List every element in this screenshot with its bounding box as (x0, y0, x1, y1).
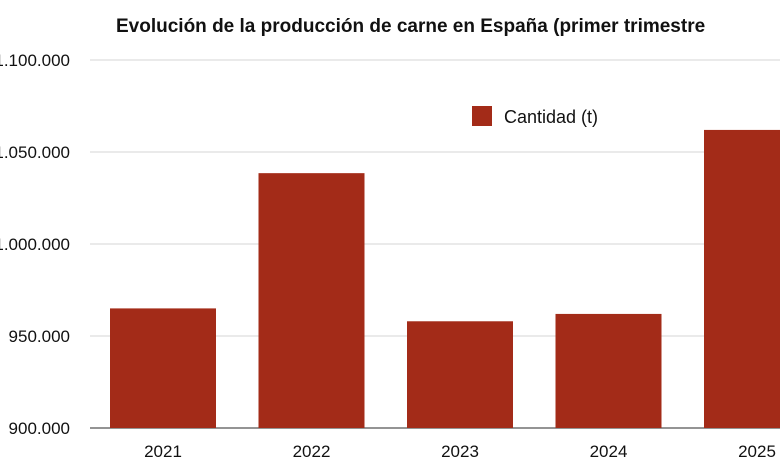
y-tick-label: 1.100.000 (0, 51, 70, 70)
x-tick-label-2023: 2023 (441, 442, 479, 461)
x-tick-label-2021: 2021 (144, 442, 182, 461)
y-tick-label: 1.050.000 (0, 143, 70, 162)
x-tick-label-2025: 2025 (738, 442, 776, 461)
legend: Cantidad (t) (472, 106, 598, 127)
x-tick-label-2022: 2022 (293, 442, 331, 461)
chart-title: Evolución de la producción de carne en E… (116, 16, 705, 37)
y-axis-tick-labels: 900.000 950.000 1.000.000 1.050.000 1.100.00… (0, 51, 70, 438)
bars (110, 129, 780, 429)
x-axis-tick-labels: 2021 2022 2023 2024 2025 (144, 442, 776, 461)
bar-2023 (407, 321, 513, 428)
bar-2022 (258, 173, 365, 428)
bar-2024 (555, 313, 662, 428)
bar-2025 (704, 129, 780, 429)
y-tick-label: 900.000 (9, 419, 70, 438)
y-tick-label: 950.000 (9, 327, 70, 346)
bar-2021 (110, 308, 216, 428)
legend-label-cantidad: Cantidad (t) (504, 107, 598, 127)
x-tick-label-2024: 2024 (590, 442, 628, 461)
legend-swatch (472, 106, 492, 126)
y-tick-label: 1.000.000 (0, 235, 70, 254)
